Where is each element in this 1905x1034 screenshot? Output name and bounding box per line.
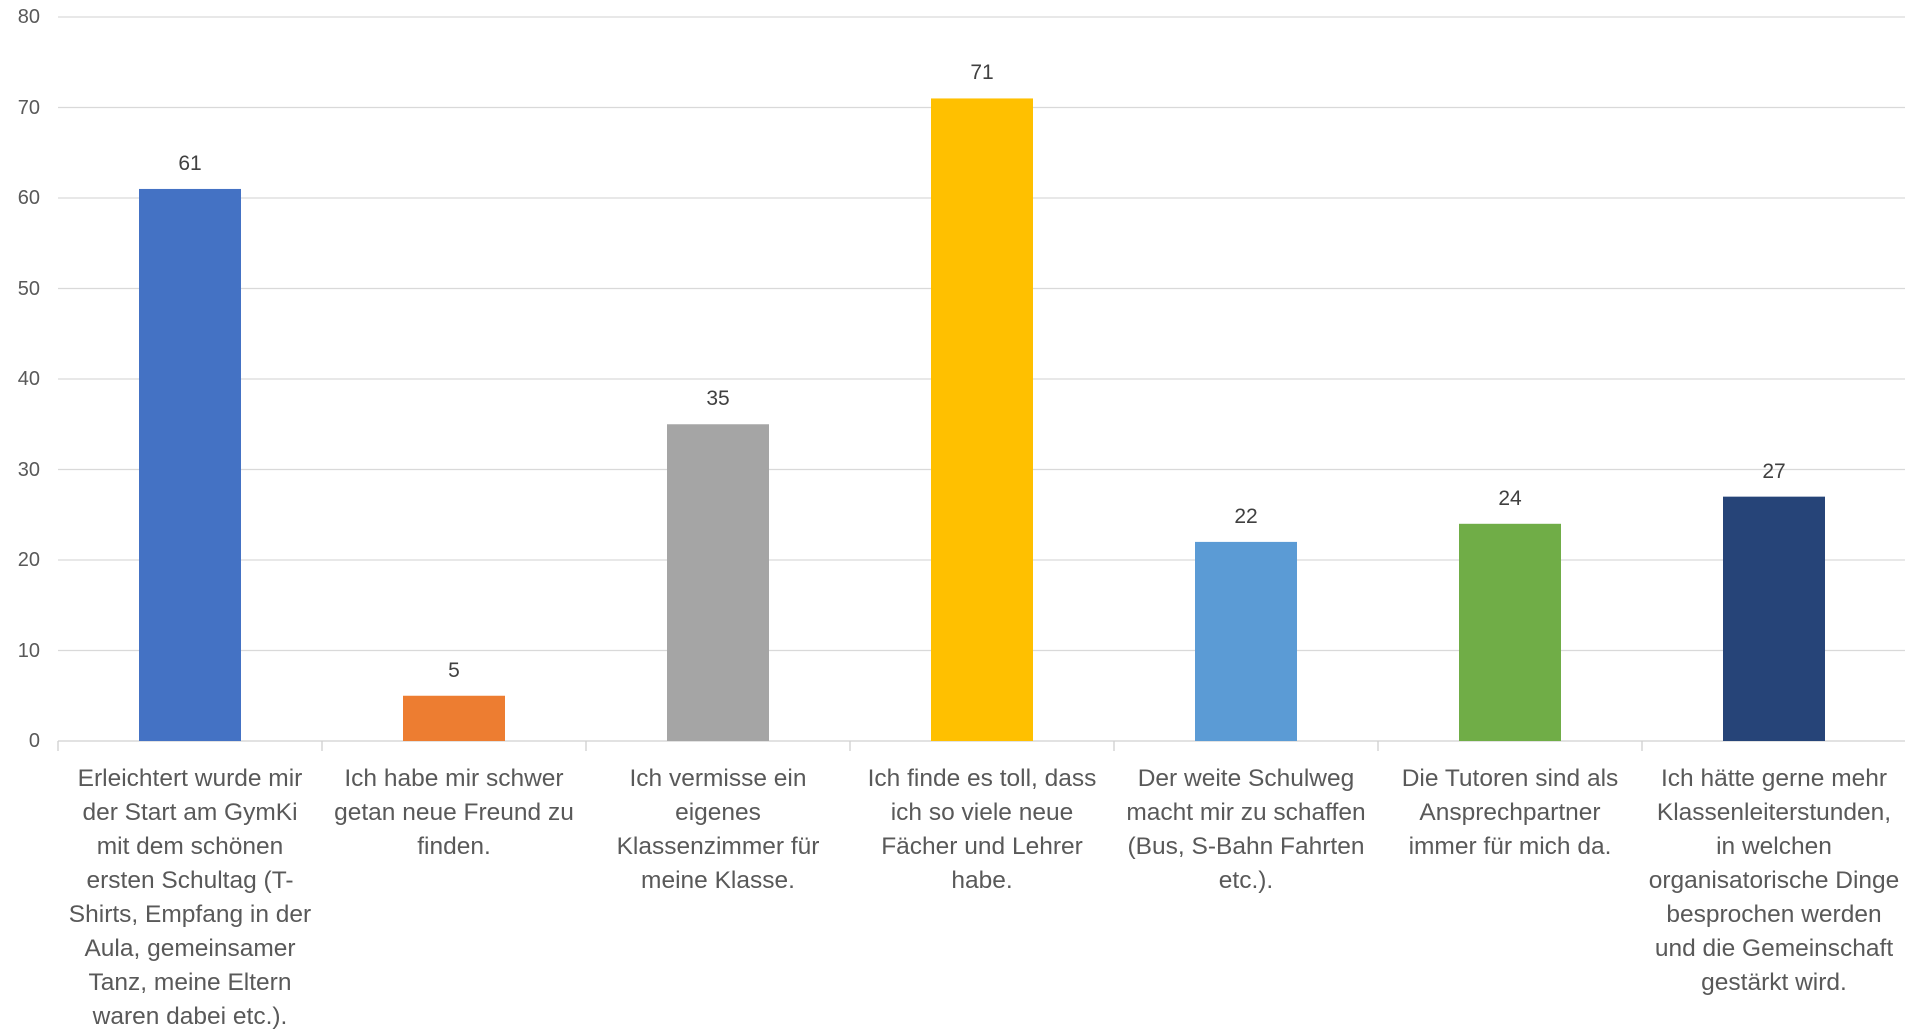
x-category-label: Die Tutoren sind als Ansprechpartner imm… <box>1401 765 1619 860</box>
x-category-label: Ich finde es toll, dass ich so viele neu… <box>867 765 1097 894</box>
data-label: 71 <box>970 61 994 85</box>
x-category-label: Erleichtert wurde mir der Start am GymKi… <box>68 765 312 1030</box>
y-tick-label: 10 <box>17 639 40 662</box>
bar <box>931 98 1033 741</box>
data-label: 24 <box>1498 486 1522 510</box>
y-tick-label: 60 <box>17 187 40 209</box>
bar <box>667 424 769 741</box>
y-tick-label: 70 <box>17 96 40 119</box>
y-tick-label: 20 <box>17 549 40 571</box>
x-category-label: Der weite Schulweg macht mir zu schaffen… <box>1126 765 1366 894</box>
data-label: 5 <box>448 658 460 682</box>
bar <box>1723 496 1825 741</box>
y-tick-label: 0 <box>28 730 40 752</box>
bar <box>139 188 241 741</box>
y-tick-label: 40 <box>17 368 40 390</box>
y-tick-label: 30 <box>17 458 40 481</box>
bar <box>403 695 505 741</box>
data-label: 35 <box>706 387 730 411</box>
data-label: 22 <box>1234 504 1258 528</box>
y-tick-label: 80 <box>17 6 40 28</box>
bar <box>1195 541 1297 741</box>
y-tick-label: 50 <box>17 277 40 300</box>
x-category-label: Ich hätte gerne mehr Klassenleiterstunde… <box>1648 765 1900 996</box>
x-category-label: Ich vermisse ein eigenes Klassenzimmer f… <box>616 765 820 894</box>
x-category-label: Ich habe mir schwer getan neue Freund zu… <box>334 765 574 860</box>
data-label: 61 <box>178 151 202 175</box>
bar <box>1459 523 1561 741</box>
data-label: 27 <box>1762 459 1786 483</box>
